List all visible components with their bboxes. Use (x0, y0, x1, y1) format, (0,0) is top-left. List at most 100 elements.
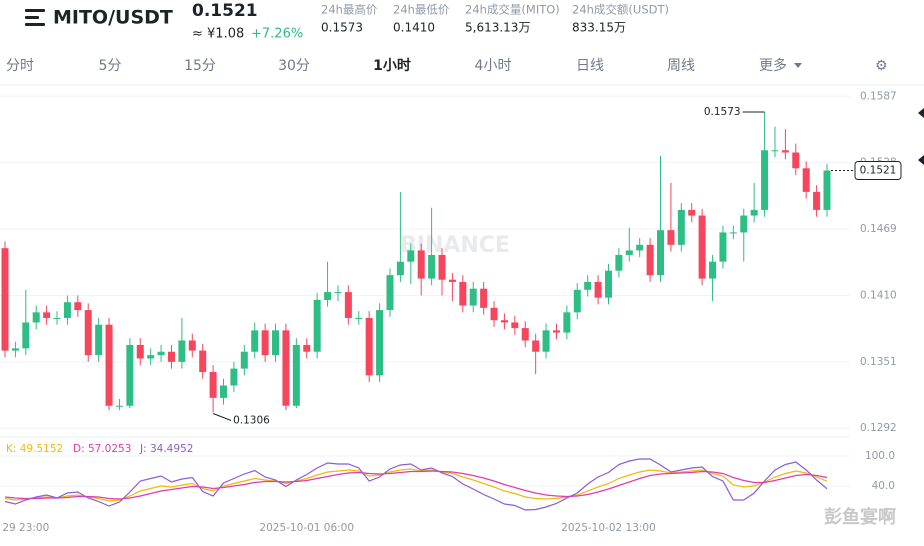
candle-body (63, 302, 71, 318)
x-tick-label: 2025-10-01 06:00 (259, 522, 354, 534)
candle-body (272, 330, 280, 356)
candle-body (813, 191, 821, 210)
y-tick-label: 0.1469 (860, 223, 897, 235)
candle-body (677, 209, 685, 245)
watermark: BINANCE (400, 233, 510, 258)
kdj-line (4, 468, 828, 502)
candle-body (584, 281, 592, 290)
stat-label: 24h成交额(USDT) (572, 3, 669, 17)
candle-body (573, 289, 581, 313)
tab[interactable]: 分时 (6, 58, 34, 74)
candle-body (532, 340, 540, 352)
candle-body (324, 292, 332, 300)
y-tick-label: 0.1292 (860, 422, 897, 434)
candle-body (188, 340, 196, 351)
candle-body (344, 292, 352, 318)
y-tick-label: 0.1587 (860, 90, 897, 102)
candle-body (646, 244, 654, 276)
legend-entry: K: 49.5152 (6, 443, 63, 455)
pair[interactable]: MITO/USDT (53, 7, 173, 29)
candle-body (261, 330, 269, 356)
tab[interactable]: 15分 (184, 58, 216, 74)
price-marker (918, 108, 924, 165)
candle-body (53, 317, 61, 319)
candle-body (657, 230, 665, 276)
change: +7.26% (251, 27, 303, 42)
tab[interactable]: 更多 (759, 57, 787, 74)
tab[interactable]: 4小时 (475, 58, 512, 74)
candle-body (761, 150, 769, 210)
candle-body (147, 355, 155, 359)
price: 0.1521 (192, 1, 258, 21)
candle-body (594, 281, 602, 298)
candle-body (563, 312, 571, 333)
candle-body (552, 330, 560, 333)
candle-body (1, 248, 9, 351)
candle-body (105, 324, 113, 406)
candle-body (511, 322, 519, 329)
candle-body (220, 385, 228, 398)
legend-entry: J: 34.4952 (139, 443, 193, 455)
candle-body (698, 215, 706, 279)
tab[interactable]: 30分 (278, 58, 310, 74)
credit: 彭鱼宴啊 (824, 506, 896, 528)
candle-body (386, 275, 394, 311)
y-tick-label: 0.1351 (860, 356, 897, 368)
y-tick-label: 100.0 (865, 450, 895, 462)
candle-body (521, 328, 529, 341)
candle-body (542, 330, 550, 352)
x-tick-label: 29 23:00 (2, 522, 49, 534)
tab[interactable]: 日线 (576, 58, 604, 74)
candle-body (365, 317, 373, 376)
candle-body (771, 150, 779, 152)
candle-body (32, 312, 40, 323)
x-tick-label: 2025-10-02 13:00 (561, 522, 656, 534)
candle-body (480, 288, 488, 308)
stat-label: 24h成交量(MITO) (465, 3, 560, 17)
candle-body (802, 168, 810, 192)
candle-body (43, 312, 51, 318)
candle-body (438, 254, 446, 280)
candle-body (448, 279, 456, 282)
candle-body (355, 317, 363, 319)
candle-body (22, 322, 30, 349)
candle-body (136, 344, 144, 359)
candle-body (115, 405, 123, 407)
candle-body (490, 307, 498, 321)
high-label: 0.1573 (704, 106, 741, 118)
kdj-line (4, 470, 828, 500)
stat-value: 5,613.13万 (465, 21, 530, 35)
candle-body (74, 302, 82, 311)
low-marker (212, 413, 232, 421)
last-price-box (854, 161, 902, 181)
candle-body (667, 230, 675, 245)
candle-body (251, 330, 259, 352)
kdj-line (4, 458, 828, 511)
settings-icon[interactable]: ⚙ (875, 58, 888, 74)
candle-body (469, 288, 477, 306)
candle-body (376, 310, 384, 376)
candle-body (459, 281, 467, 306)
tab[interactable]: 周线 (667, 58, 695, 74)
candle-body (729, 232, 737, 234)
cny-price: ≈ ¥1.08 (192, 27, 244, 42)
candle-body (396, 261, 404, 276)
candle-body (292, 344, 300, 406)
stat-label: 24h最高价 (321, 3, 378, 17)
candle-body (157, 351, 165, 356)
candle-body (126, 344, 134, 406)
candle-body (95, 324, 103, 356)
tab[interactable]: 5分 (99, 58, 122, 74)
candle-body (792, 152, 800, 169)
y-tick-label: 0.1410 (860, 289, 897, 301)
candle-body (11, 348, 19, 351)
candle-body (167, 351, 175, 362)
candle-body (500, 320, 508, 323)
stat-value: 0.1573 (321, 21, 363, 35)
candle-body (417, 250, 425, 279)
candle-body (313, 299, 321, 352)
tab[interactable]: 1小时 (373, 57, 411, 74)
candle-body (719, 232, 727, 262)
candle-body (334, 292, 342, 294)
candle-body (688, 209, 696, 216)
